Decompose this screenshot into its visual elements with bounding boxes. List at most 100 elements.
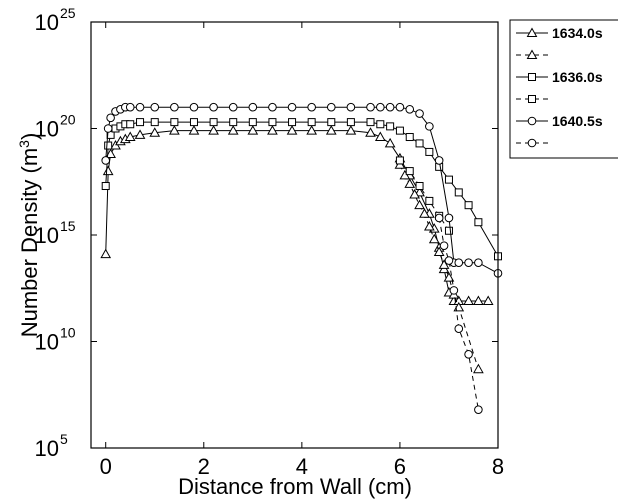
data-point <box>247 125 259 135</box>
data-point <box>288 118 297 127</box>
x-tick-label: 8 <box>492 454 504 479</box>
data-point <box>474 405 483 414</box>
data-point <box>405 167 414 176</box>
data-point <box>248 118 257 127</box>
y-tick-exponent: 15 <box>60 218 76 234</box>
data-point <box>376 102 385 112</box>
data-point <box>449 286 459 295</box>
legend-box <box>509 19 618 159</box>
y-tick-exponent: 20 <box>60 112 76 128</box>
data-point <box>464 349 473 359</box>
legend-label: 1636.0s <box>552 69 603 85</box>
legend-label: 1634.0s <box>552 25 603 41</box>
y-tick-label: 10 <box>35 10 59 35</box>
legend-marker <box>528 95 536 103</box>
data-point <box>433 246 445 257</box>
data-point <box>415 182 424 191</box>
data-point <box>345 125 357 135</box>
data-point <box>415 109 424 118</box>
data-point <box>464 201 473 210</box>
data-point <box>425 196 434 205</box>
series-0-triangle-solid <box>100 125 494 306</box>
data-point <box>425 147 434 156</box>
legend-entry-0: 1634.0s <box>516 25 603 41</box>
legend-entry-1 <box>516 49 548 59</box>
y-tick-label: 10 <box>35 330 59 355</box>
data-point <box>414 199 425 210</box>
data-point <box>473 363 484 374</box>
legend-marker <box>527 138 537 148</box>
data-point <box>268 118 277 127</box>
data-point <box>286 125 298 135</box>
data-point <box>170 102 179 112</box>
x-tick-label: 2 <box>198 454 210 479</box>
data-point <box>306 125 318 135</box>
data-point <box>101 182 110 191</box>
data-point <box>209 118 218 127</box>
data-point <box>135 102 145 112</box>
data-point <box>434 156 444 165</box>
data-point <box>248 102 258 112</box>
data-point <box>104 141 113 150</box>
data-point <box>268 102 277 112</box>
data-point <box>428 233 440 244</box>
data-point <box>134 129 146 139</box>
data-point <box>444 175 453 184</box>
data-point <box>228 102 238 112</box>
data-point <box>374 131 386 142</box>
data-point <box>100 248 112 259</box>
data-point <box>267 125 278 135</box>
legend-marker <box>527 116 537 126</box>
data-point <box>425 122 434 131</box>
data-point <box>454 324 464 334</box>
data-point <box>405 133 414 142</box>
data-point <box>287 102 297 112</box>
legend-marker <box>528 73 536 81</box>
data-point <box>423 220 435 231</box>
data-point <box>125 102 135 112</box>
data-point <box>409 189 420 199</box>
data-point <box>443 272 455 282</box>
x-axis-label: Distance from Wall (cm) <box>178 474 412 499</box>
data-point <box>473 295 484 306</box>
y-tick-exponent: 10 <box>60 325 76 341</box>
data-point <box>229 118 238 127</box>
data-point <box>482 295 494 306</box>
data-point <box>307 118 316 127</box>
data-point <box>227 125 239 135</box>
data-point <box>170 118 179 127</box>
plot-marks <box>100 102 503 414</box>
data-point <box>102 165 114 176</box>
series-4-circle-solid <box>101 102 503 278</box>
data-point <box>474 258 483 267</box>
legend-entry-2: 1636.0s <box>516 69 603 85</box>
y-tick-label: 10 <box>35 436 59 461</box>
data-point <box>474 218 483 227</box>
data-point <box>395 156 404 165</box>
data-point <box>385 102 395 112</box>
data-point <box>150 102 160 112</box>
data-point <box>325 125 337 135</box>
data-point <box>464 258 473 267</box>
y-axis-label: Number Density (m3) <box>16 133 42 338</box>
legend-marker <box>526 49 538 59</box>
data-point <box>404 178 416 188</box>
data-point <box>208 125 219 135</box>
data-point <box>124 131 136 142</box>
data-point <box>454 188 463 197</box>
data-point <box>376 120 385 129</box>
data-point <box>366 102 375 112</box>
y-tick-exponent: 25 <box>60 5 76 21</box>
y-tick-label: 10 <box>35 223 59 248</box>
data-point <box>444 213 454 223</box>
data-point <box>419 208 430 218</box>
data-point <box>463 295 474 306</box>
data-point <box>150 118 159 127</box>
data-point <box>106 113 115 123</box>
data-point <box>346 102 356 112</box>
legend-marker <box>526 27 538 37</box>
data-point <box>395 102 405 112</box>
data-point <box>444 226 453 235</box>
